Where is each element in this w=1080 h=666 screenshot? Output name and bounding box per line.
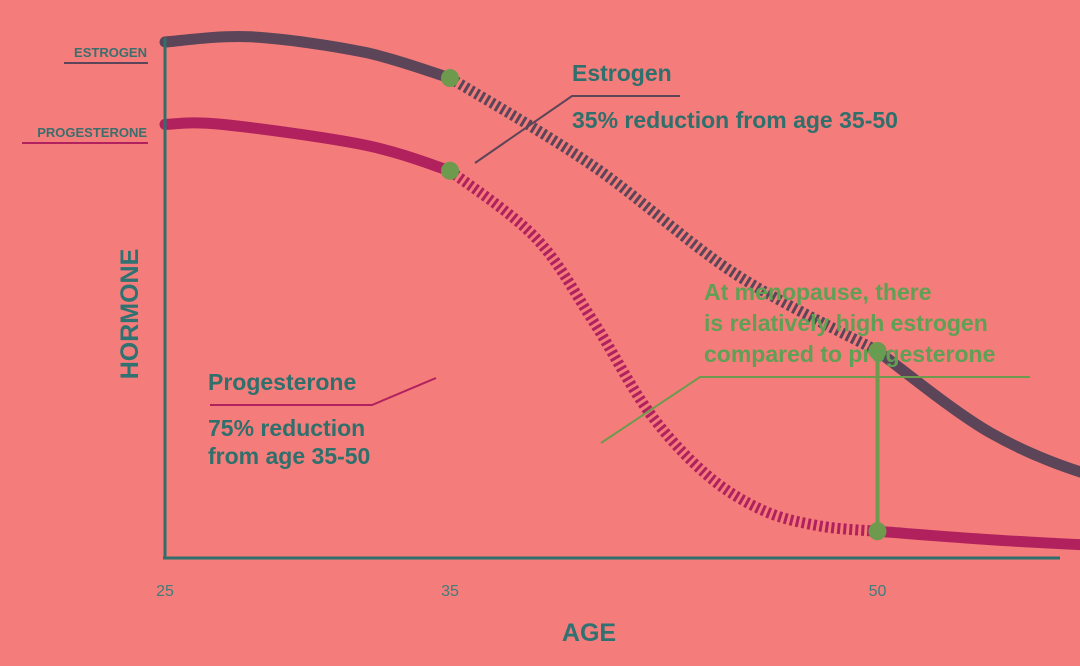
x-tick-label-35: 35 [441, 583, 459, 600]
estrogen-line-early [159, 31, 456, 84]
estrogen-annotation-detail: 35% reduction from age 35-50 [572, 107, 898, 133]
progesterone-line-transition [446, 166, 879, 537]
menopause-annotation-line-2: is relatively high estrogen [704, 310, 988, 336]
progesterone-line-late [872, 525, 1080, 551]
estrogen-line-late [872, 345, 1080, 478]
menopause-annotation-line-3: compared to progesterone [704, 341, 995, 367]
x-axis-title: AGE [562, 619, 616, 647]
menopause-leader-line [600, 376, 1030, 444]
legend-estrogen: ESTROGEN [74, 45, 147, 60]
progesterone-point-age-35 [441, 161, 459, 180]
progesterone-line-early [159, 117, 456, 177]
legend-progesterone: PROGESTERONE [37, 125, 147, 140]
progesterone-point-age-50 [868, 522, 887, 541]
x-tick-label-25: 25 [156, 583, 174, 600]
estrogen-leader-line [474, 95, 680, 164]
estrogen-point-age-35 [441, 69, 459, 88]
y-axis-title: HORMONE [116, 249, 144, 380]
estrogen-annotation-title: Estrogen [572, 60, 672, 86]
estrogen-point-age-50 [868, 342, 887, 360]
progesterone-annotation-detail-1: 75% reduction [208, 415, 365, 441]
progesterone-annotation-detail-2: from age 35-50 [208, 443, 370, 469]
x-tick-label-50: 50 [869, 583, 887, 600]
progesterone-leader-line [210, 377, 437, 406]
progesterone-annotation-title: Progesterone [208, 369, 356, 395]
menopause-annotation-line-1: At menopause, there [704, 279, 932, 305]
